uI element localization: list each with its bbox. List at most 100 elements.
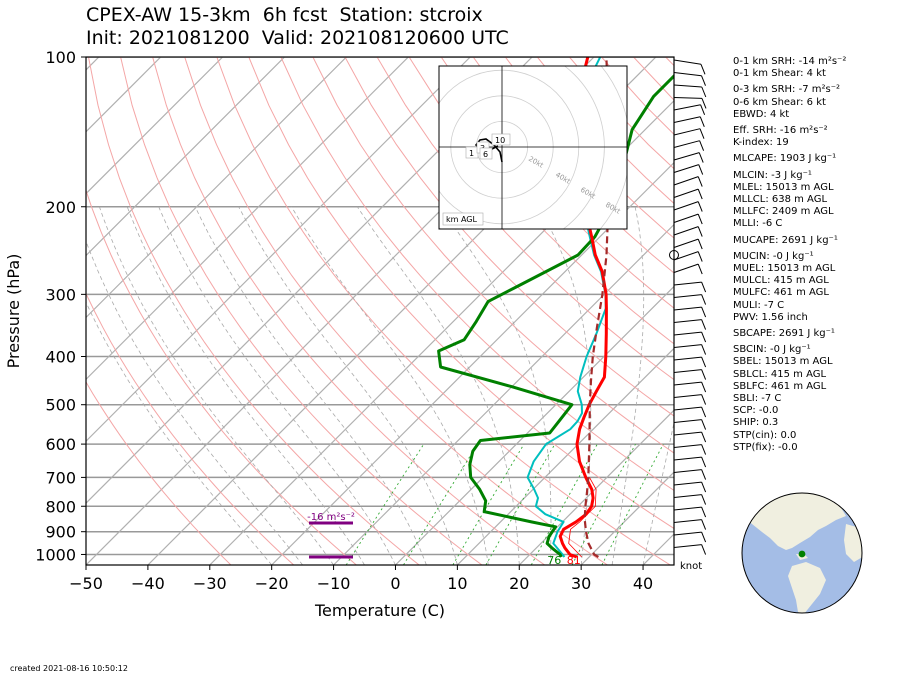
isotherm [518, 409, 674, 565]
wind-barb [673, 306, 707, 318]
dry-adiabat [408, 57, 674, 345]
x-tick-label: −30 [193, 574, 227, 593]
isotherm [271, 161, 674, 565]
x-tick-label: 10 [447, 574, 467, 593]
wind-barb [673, 531, 707, 543]
wind-barb [673, 176, 703, 187]
dry-adiabat [216, 57, 671, 565]
y-axis-label: Pressure (hPa) [4, 254, 23, 369]
y-tick-label: 800 [45, 497, 76, 516]
dry-adiabat [152, 57, 545, 565]
wind-barb [673, 506, 707, 518]
moist-adiabat [611, 206, 645, 565]
wind-barb [673, 140, 705, 151]
wind-barb [673, 481, 707, 493]
wind-barb [673, 84, 707, 98]
wind-barb [673, 469, 707, 480]
wind-barb [673, 344, 707, 355]
dry-adiabat [88, 57, 420, 565]
x-tick-label: 40 [633, 574, 653, 593]
x-tick-label: −20 [255, 574, 289, 593]
dry-adiabat [86, 381, 232, 565]
y-tick-label: 700 [45, 468, 76, 487]
mixing-ratio-line [601, 443, 664, 565]
isotherm [86, 57, 285, 257]
stat-line: STP(cin): 0.0 [733, 429, 797, 441]
chart-title-line-1: CPEX-AW 15-3km 6h fcst Station: stcroix [86, 4, 483, 26]
mixing-ratio-line [403, 443, 478, 565]
stat-line: SBLCL: 415 m AGL [733, 368, 827, 380]
stat-line: SBLI: -7 C [733, 393, 782, 405]
stat-line: MUEL: 15013 m AGL [733, 263, 836, 275]
moist-adiabat [238, 206, 458, 565]
stat-line: Eff. SRH: -16 m²s⁻² [733, 125, 828, 137]
wind-barb [673, 419, 707, 430]
wind-barb [673, 116, 705, 127]
stat-line: MULFC: 461 m AGL [733, 287, 829, 299]
x-axis-label: Temperature (C) [314, 601, 445, 620]
stat-line: MLEL: 15013 m AGL [733, 181, 834, 193]
hodograph-height-box [491, 133, 511, 146]
x-tick-label: −50 [69, 574, 103, 593]
y-tick-label: 100 [45, 48, 76, 67]
wind-barb [673, 59, 706, 75]
stat-line: SBLFC: 461 m AGL [733, 380, 827, 392]
hodograph-note-box [442, 212, 484, 226]
stat-line: SCP: -0.0 [733, 405, 779, 417]
parcel-profile [583, 57, 611, 558]
chart-title-line-2: Init: 2021081200 Valid: 202108120600 UTC [86, 27, 509, 49]
virtual-temperature-trace [568, 477, 597, 558]
calm-wind-circle [669, 250, 679, 260]
y-tick-label: 1000 [35, 545, 76, 564]
moist-adiabat [291, 206, 489, 565]
y-tick-label: 400 [45, 348, 76, 367]
dry-adiabat [376, 57, 674, 381]
wind-barb [673, 263, 703, 275]
wind-barb [673, 444, 707, 455]
stat-line: MULI: -7 C [733, 299, 785, 311]
wind-barb [673, 104, 706, 115]
stat-line: 0-3 km SRH: -7 m²s⁻² [733, 84, 840, 96]
station-marker [798, 550, 806, 558]
hodograph-height-label: 10 [495, 136, 505, 145]
stat-line: SBCIN: -0 J kg⁻¹ [733, 344, 811, 356]
background-grid [86, 57, 674, 565]
stat-line: STP(fix): -0.0 [733, 441, 798, 453]
wind-barb [673, 319, 707, 330]
moist-adiabat [356, 206, 520, 565]
wind-barb [673, 128, 705, 139]
x-tick-label: 0 [390, 574, 400, 593]
dry-adiabat [344, 57, 674, 417]
isotherm [580, 471, 674, 565]
wind-barb [673, 164, 704, 175]
stat-line: EBWD: 4 kt [733, 108, 790, 120]
wind-barb [673, 238, 703, 250]
stat-line: MLCAPE: 1903 J kg⁻¹ [733, 153, 837, 165]
moist-adiabat [642, 420, 674, 565]
wind-barb [673, 369, 707, 380]
wind-barbs: knot [669, 59, 707, 572]
y-tick-label: 900 [45, 523, 76, 542]
wind-barb [673, 152, 704, 163]
surface-temperature-label: 81 [567, 554, 581, 567]
hodograph-note: km AGL [446, 215, 478, 224]
moist-adiabat [86, 240, 303, 565]
x-tick-label: 30 [571, 574, 591, 593]
wind-barb [673, 519, 707, 530]
stat-line: 0-1 km Shear: 4 kt [733, 68, 826, 80]
x-tick-label: 20 [509, 574, 529, 593]
wind-barb [673, 356, 707, 368]
mixing-ratio-line [452, 443, 525, 565]
wind-barb [673, 331, 707, 343]
y-tick-label: 500 [45, 396, 76, 415]
isotherm [209, 99, 674, 565]
stat-line: MLLCL: 638 m AGL [733, 194, 828, 206]
wind-barb [673, 281, 707, 293]
isotherm [86, 57, 224, 195]
moist-adiabat [194, 206, 427, 565]
dry-adiabat [86, 188, 357, 565]
isotherm [395, 285, 674, 565]
wind-barb [673, 406, 707, 418]
